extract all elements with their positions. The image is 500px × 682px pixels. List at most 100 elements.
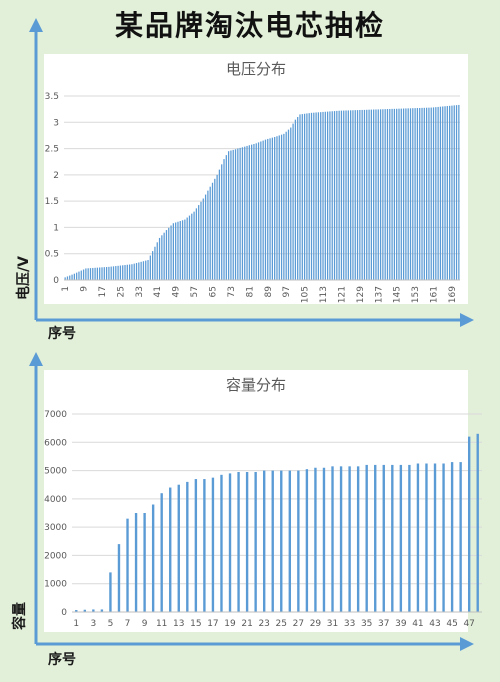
voltage-bar [287,129,290,280]
voltage-bar [276,136,278,280]
voltage-bar [76,272,78,280]
capacity-y-tick-label: 2000 [44,551,67,561]
capacity-bar [382,464,385,612]
voltage-bar [322,111,324,281]
voltage-bar [320,112,322,280]
capacity-y-tick-label: 6000 [44,438,67,448]
voltage-bar [108,266,110,280]
voltage-bar [255,143,257,280]
voltage-bar [384,109,386,280]
voltage-bar [69,275,71,280]
capacity-bar [100,609,104,612]
voltage-bar [227,151,230,280]
capacity-bar [143,513,146,612]
voltage-bar [359,109,361,280]
voltage-bar [315,112,317,280]
voltage-bar [260,141,262,280]
voltage-bar [398,108,400,280]
voltage-bar [209,186,211,280]
voltage-bar [99,267,101,280]
voltage-x-tick-label: 161 [430,286,440,303]
capacity-bar [169,487,172,612]
capacity-outer-y-arrow [29,352,43,366]
voltage-bar [366,109,368,281]
capacity-bar [331,466,334,612]
voltage-x-tick-label: 49 [172,286,182,298]
capacity-bar [314,467,317,612]
voltage-bar [379,109,382,280]
voltage-bar [186,217,188,280]
voltage-bar [333,111,336,280]
voltage-bar [170,225,172,280]
voltage-bar [78,271,80,280]
capacity-bar [399,464,403,612]
voltage-bar [421,107,423,280]
voltage-bar [218,169,221,280]
capacity-bar [433,463,437,612]
voltage-bar [338,110,340,280]
voltage-bar [140,261,142,280]
voltage-x-tick-label: 137 [374,286,384,303]
voltage-bar [251,144,253,280]
capacity-bar [109,572,112,612]
voltage-y-tick-label: 1.5 [45,197,59,207]
capacity-title: 容量分布 [226,376,286,394]
capacity-x-tick-label: 23 [258,619,269,629]
capacity-bar [467,436,471,612]
capacity-x-tick-label: 43 [429,619,440,629]
capacity-x-tick-label: 37 [378,619,389,629]
voltage-bar [85,268,87,280]
capacity-bar [262,470,266,612]
voltage-bar [230,150,232,280]
capacity-y-tick-label: 7000 [44,410,67,420]
voltage-bar [133,263,135,280]
voltage-bar [453,105,455,280]
voltage-bar [370,109,372,281]
voltage-bar [439,106,442,280]
capacity-bar [254,471,257,612]
voltage-bar [64,277,66,280]
capacity-bar [151,504,155,612]
voltage-bar [115,266,117,280]
voltage-bar [131,264,133,280]
capacity-x-tick-label: 39 [395,619,407,629]
voltage-y-tick-label: 3.5 [45,92,59,102]
voltage-x-tick-label: 97 [282,286,292,297]
voltage-x-tick-label: 105 [301,286,311,303]
capacity-bar [339,466,343,612]
voltage-bar [437,106,439,281]
voltage-bar [375,109,377,281]
voltage-x-tick-label: 57 [190,286,200,297]
capacity-y-tick-label: 1000 [44,580,67,590]
voltage-y-tick-label: 3 [53,118,59,128]
voltage-bar [455,105,458,281]
voltage-x-tick-label: 9 [80,286,90,292]
capacity-bar [322,467,326,612]
voltage-x-tick-label: 113 [319,286,329,303]
voltage-x-tick-label: 153 [411,286,421,303]
voltage-bar [294,119,297,280]
capacity-x-tick-label: 33 [344,619,355,629]
voltage-bar [128,264,131,280]
voltage-x-tick-label: 81 [245,286,255,297]
capacity-x-tick-label: 19 [224,619,236,629]
voltage-bar [306,113,308,280]
voltage-bar [89,268,92,280]
voltage-bar [110,266,112,280]
voltage-bar [356,110,359,280]
voltage-bar [301,114,303,280]
voltage-bar [112,266,115,280]
voltage-y-tick-label: 0 [53,276,59,286]
voltage-bar [262,140,264,280]
voltage-x-tick-label: 41 [153,286,163,297]
voltage-bar [239,147,241,280]
voltage-bar [324,111,326,281]
voltage-bar [161,235,163,280]
capacity-bar [374,464,377,612]
voltage-bar [216,174,218,280]
voltage-bar [416,108,419,280]
voltage-y-tick-label: 0.5 [45,250,59,260]
voltage-bar [400,108,402,281]
voltage-bar [248,145,250,280]
voltage-bar [204,194,207,280]
